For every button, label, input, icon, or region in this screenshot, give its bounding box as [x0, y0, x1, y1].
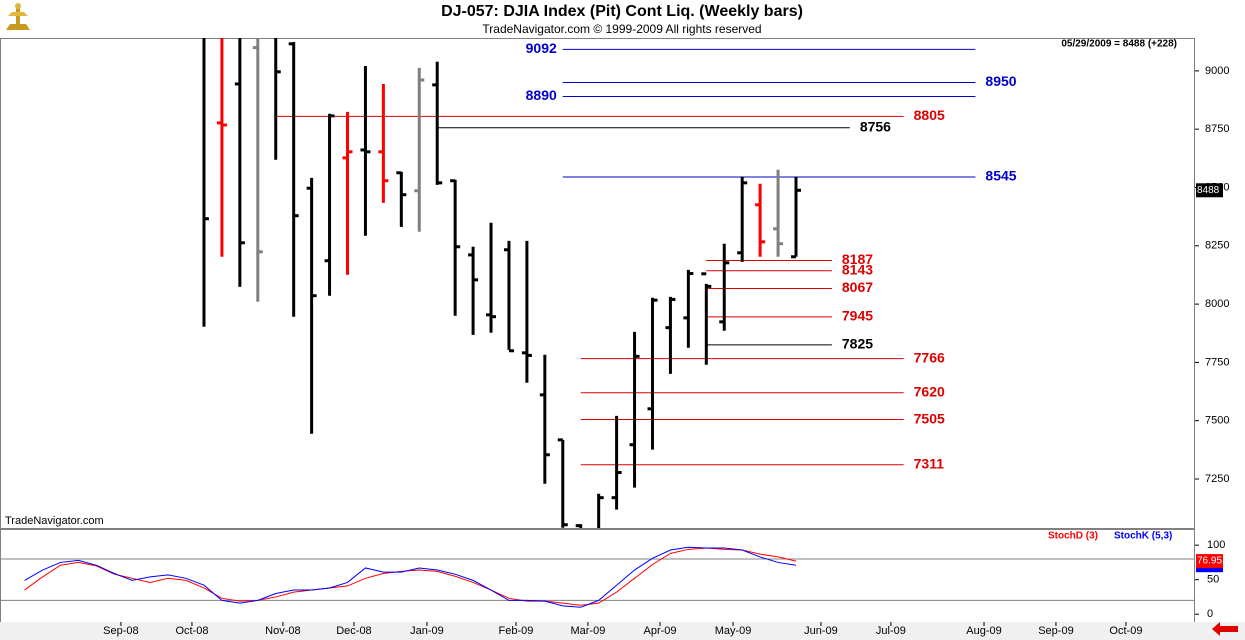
level-label: 8805 — [914, 107, 945, 123]
level-label: 7620 — [914, 383, 945, 399]
y-tick-label: 7250 — [1205, 473, 1229, 485]
legend-entry: StochK (5,3) — [1114, 531, 1172, 542]
level-label: 8545 — [985, 168, 1016, 184]
level-label: 8950 — [985, 73, 1016, 89]
legend-entry: StochD (3) — [1048, 531, 1098, 542]
watermark: TradeNavigator.com — [5, 515, 104, 527]
x-tick-label: Sep-08 — [103, 625, 138, 637]
level-label: 7945 — [842, 308, 873, 324]
x-tick-label: Jan-09 — [410, 625, 444, 637]
stoch-plot — [24, 546, 797, 608]
level-label: 8890 — [526, 87, 557, 103]
x-tick-label: Jul-09 — [876, 625, 906, 637]
chart-subtitle: TradeNavigator.com © 1999-2009 All right… — [482, 22, 761, 36]
last-value-box — [1196, 554, 1223, 569]
level-label: 8143 — [842, 261, 873, 277]
scroll-arrow[interactable] — [1212, 622, 1238, 636]
chart-title: DJ-057: DJIA Index (Pit) Cont Liq. (Week… — [441, 3, 803, 20]
x-tick-label: May-09 — [715, 625, 752, 637]
logo — [6, 3, 30, 30]
y-tick-label: 100 — [1207, 539, 1225, 551]
x-tick-label: Sep-09 — [1038, 625, 1073, 637]
x-tick-label: Dec-08 — [336, 625, 371, 637]
last-price-box — [1196, 183, 1223, 198]
price-plot — [202, 38, 976, 528]
y-tick-label: 7750 — [1205, 356, 1229, 368]
level-label: 8067 — [842, 279, 873, 295]
last-value-label: 76.95 — [1197, 556, 1222, 567]
y-tick-label: 50 — [1207, 574, 1219, 586]
level-label: 7311 — [914, 455, 945, 471]
x-tick-label: Oct-09 — [1109, 625, 1142, 637]
last-price-info: 05/29/2009 = 8488 (+228) — [1061, 39, 1177, 50]
x-tick-label: Feb-09 — [499, 625, 534, 637]
y-tick-label: 0 — [1207, 608, 1213, 620]
y-tick-label: 8250 — [1205, 240, 1229, 252]
level-label: 9092 — [526, 40, 557, 56]
level-label: 7766 — [914, 349, 945, 365]
x-tick-label: Apr-09 — [644, 625, 677, 637]
stoch-panel — [0, 529, 1195, 628]
x-tick-label: Aug-09 — [966, 625, 1001, 637]
stoch-line — [24, 547, 797, 606]
stoch-line — [24, 546, 797, 608]
x-tick-label: Jun-09 — [804, 625, 838, 637]
level-label: 8187 — [842, 251, 873, 267]
price-panel — [0, 38, 1195, 529]
last-price-label: 8488 — [1197, 185, 1220, 196]
level-label: 8756 — [860, 118, 891, 134]
x-tick-label: Oct-08 — [175, 625, 208, 637]
y-tick-label: 7500 — [1205, 415, 1229, 427]
y-tick-label: 8750 — [1205, 123, 1229, 135]
y-tick-label: 9000 — [1205, 65, 1229, 77]
x-tick-label: Nov-08 — [265, 625, 300, 637]
x-tick-label: Mar-09 — [570, 625, 605, 637]
y-tick-label: 8000 — [1205, 298, 1229, 310]
date-axis — [0, 622, 1245, 640]
level-label: 7505 — [914, 410, 945, 426]
level-label: 7825 — [842, 336, 873, 352]
